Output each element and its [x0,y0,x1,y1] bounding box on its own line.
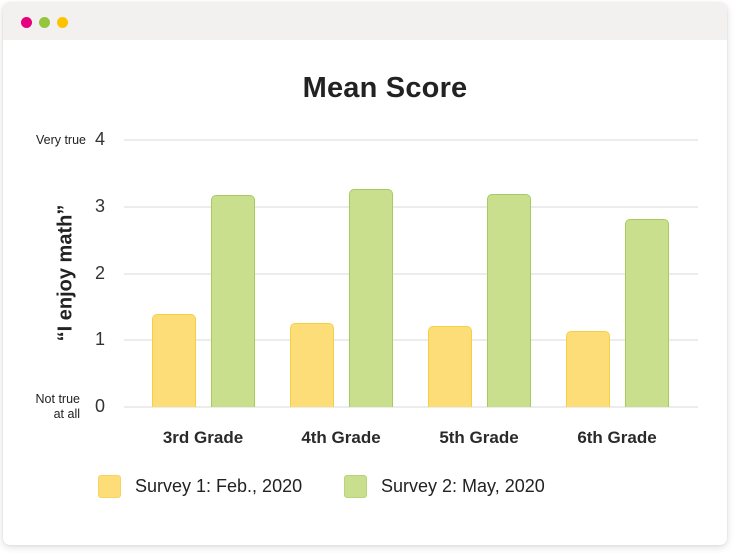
category-label: 6th Grade [577,428,657,447]
legend-item-survey-1: Survey 1: Feb., 2020 [98,474,302,498]
category-label: 5th Grade [439,428,519,447]
bar-3rd-grade-survey-2 [211,195,255,407]
y-bottom-annotation: Not true at all [20,392,80,422]
chart-title: Mean Score [302,72,468,104]
y-bottom-annotation-line1: Not true [35,392,80,406]
gridline-0 [124,406,698,408]
y-tick-4: 4 [94,129,105,149]
y-tick-3: 3 [94,195,105,216]
legend-swatch-survey-2 [344,474,367,498]
gridline-3 [124,205,698,208]
y-bottom-annotation-line2: at all [53,407,80,421]
y-axis-label: “I enjoy math” [54,204,77,342]
minimize-window-icon[interactable] [39,17,50,28]
gridline-1 [124,339,698,342]
legend-swatch-survey-1 [98,474,121,498]
gridline-4 [124,139,698,141]
close-window-icon[interactable] [21,17,32,28]
bar-6th-grade-survey-2 [625,219,669,407]
bar-6th-grade-survey-1 [566,330,610,407]
y-tick-1: 1 [94,329,105,350]
y-top-annotation: Very true [35,133,86,147]
category-label: 4th Grade [301,428,381,447]
legend-label-survey-1: Survey 1: Feb., 2020 [135,475,303,496]
bar-5th-grade-survey-2 [487,194,531,407]
window-titlebar [3,3,727,40]
y-tick-2: 2 [94,262,105,283]
bar-5th-grade-survey-1 [428,326,472,407]
bar-4th-grade-survey-1 [290,322,334,407]
legend-item-survey-2: Survey 2: May, 2020 [344,474,545,498]
category-label: 3rd Grade [162,428,244,447]
bar-4th-grade-survey-2 [349,189,393,407]
legend-label-survey-2: Survey 2: May, 2020 [381,475,545,496]
bar-3rd-grade-survey-1 [152,314,196,407]
zoom-window-icon[interactable] [57,17,68,28]
gridline-2 [124,272,698,275]
y-tick-0: 0 [94,396,105,416]
